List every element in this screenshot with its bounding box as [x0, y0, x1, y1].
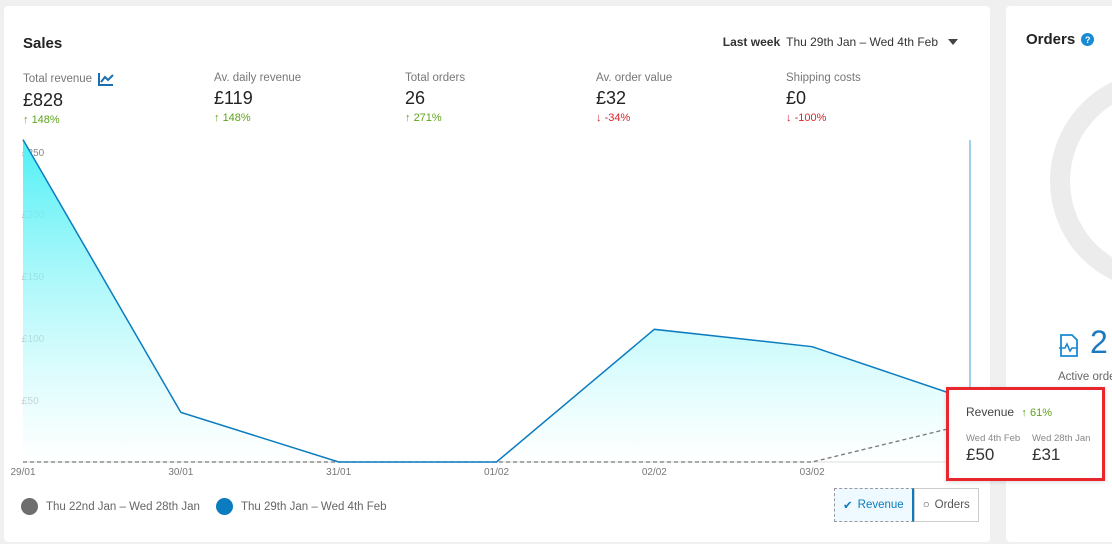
check-circle-icon: ✔ [843, 500, 853, 512]
orders-title: Orders [1026, 31, 1076, 48]
kpi-label: Shipping costs [786, 72, 861, 84]
revenue-area [23, 139, 970, 462]
x-tick-label: 31/01 [326, 467, 351, 478]
toggle-label: Revenue [857, 499, 904, 511]
document-pulse-icon [1059, 334, 1078, 357]
sales-title: Sales [23, 35, 63, 52]
kpi-value: £828 [23, 90, 64, 110]
orders-ring [1050, 82, 1112, 280]
x-tick-label: 01/02 [484, 467, 509, 478]
y-tick-label: £250 [22, 148, 45, 159]
kpi-change: ↑ 148% [23, 114, 60, 126]
previous-period-line [23, 422, 971, 463]
legend-dot [216, 498, 233, 515]
line-chart-icon[interactable] [98, 72, 114, 86]
kpi-shipping: Shipping costs £0 ↓ -100% [786, 72, 861, 124]
kpi-order-value: Av. order value £32 ↓ -34% [596, 72, 672, 124]
kpi-change: ↓ -34% [596, 112, 631, 124]
tooltip-current-value: £50 [966, 445, 995, 464]
kpi-total-orders: Total orders 26 ↑ 271% [405, 72, 465, 124]
kpi-value: 26 [405, 88, 426, 108]
kpi-label: Av. order value [596, 72, 673, 84]
date-range-dropdown[interactable]: Last week Thu 29th Jan – Wed 4th Feb [723, 35, 958, 49]
caret-down-icon [948, 39, 958, 45]
legend-dot [21, 498, 38, 515]
revenue-toggle-button[interactable]: ✔ Revenue [834, 488, 914, 522]
active-orders-count: 2 [1090, 324, 1108, 360]
kpi-change: ↑ 271% [405, 112, 442, 124]
kpi-total-revenue: Total revenue £828 ↑ 148% [23, 72, 114, 126]
chart-tooltip: Revenue ↑ 61% Wed 4th Feb £50 Wed 28th J… [946, 387, 1105, 481]
tooltip-previous-value: £31 [1032, 445, 1061, 464]
help-icon[interactable]: ? [1081, 33, 1095, 46]
toggle-label: Orders [934, 499, 970, 511]
legend-label: Thu 29th Jan – Wed 4th Feb [241, 500, 387, 513]
orders-toggle-button[interactable]: ○ Orders [913, 488, 979, 522]
kpi-value: £32 [596, 88, 627, 108]
legend-current[interactable]: Thu 29th Jan – Wed 4th Feb [216, 498, 387, 515]
legend-label: Thu 22nd Jan – Wed 28th Jan [46, 500, 200, 513]
kpi-daily-revenue: Av. daily revenue £119 ↑ 148% [214, 72, 301, 124]
tooltip-current-label: Wed 4th Feb [966, 433, 1021, 444]
x-tick-label: 29/01 [10, 467, 35, 478]
tooltip-previous-label: Wed 28th Jan [1032, 433, 1091, 444]
kpi-change: ↑ 148% [214, 112, 251, 124]
range-label: Last week [722, 35, 781, 49]
kpi-label: Av. daily revenue [214, 72, 302, 84]
kpi-label: Total orders [405, 72, 466, 84]
active-orders-label: Active orde [1058, 371, 1112, 383]
legend-previous[interactable]: Thu 22nd Jan – Wed 28th Jan [21, 498, 200, 515]
metric-toggle: ✔ Revenue ○ Orders [834, 488, 979, 522]
x-tick-label: 30/01 [168, 467, 193, 478]
revenue-chart[interactable]: £50£100£150£200£25029/0130/0131/0101/020… [0, 0, 1000, 480]
x-tick-label: 03/02 [800, 467, 825, 478]
kpi-change: ↓ -100% [786, 112, 827, 124]
radio-empty-icon: ○ [922, 499, 930, 511]
kpi-value: £119 [214, 88, 253, 108]
range-value: Thu 29th Jan – Wed 4th Feb [786, 35, 938, 49]
x-tick-label: 02/02 [642, 467, 667, 478]
tooltip-title: Revenue ↑ 61% [966, 405, 1052, 419]
kpi-label: Total revenue [23, 73, 93, 85]
kpi-value: £0 [786, 88, 807, 108]
